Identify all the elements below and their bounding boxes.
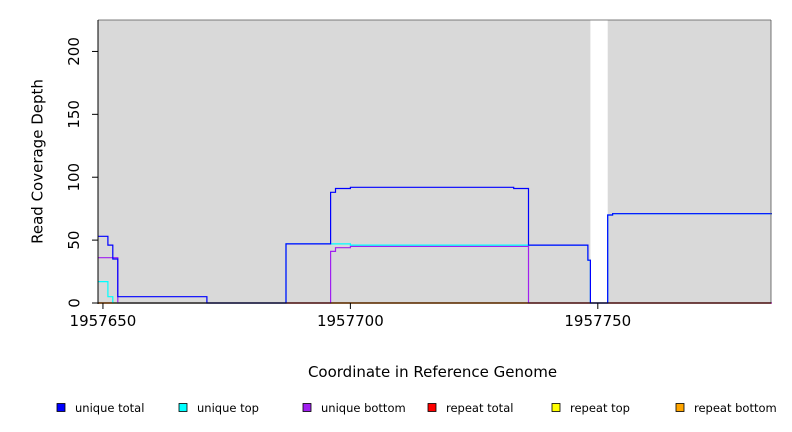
y-tick-label: 150 xyxy=(65,100,83,129)
coverage-gap xyxy=(590,20,608,303)
legend-swatch-unique-bottom xyxy=(302,403,312,412)
legend-label-unique-top: unique top xyxy=(197,401,259,415)
legend-label-repeat-bottom: repeat bottom xyxy=(694,401,777,415)
legend-swatch-unique-total xyxy=(56,403,66,412)
legend-swatch-repeat-bottom xyxy=(675,403,685,412)
legend-label-repeat-top: repeat top xyxy=(570,401,630,415)
axis-layer: 1957650195770019577501957800195785005010… xyxy=(65,19,772,330)
y-tick-label: 100 xyxy=(65,163,83,192)
legend-swatch-repeat-top xyxy=(551,403,561,412)
gap-layer xyxy=(590,20,608,303)
series-line-unique-total xyxy=(98,186,772,304)
legend-label-unique-bottom: unique bottom xyxy=(321,401,406,415)
plot-background xyxy=(98,20,771,303)
x-tick-label: 1957700 xyxy=(317,312,384,330)
x-tick-label: 1957650 xyxy=(70,312,137,330)
y-axis-label: Read Coverage Depth xyxy=(28,79,46,244)
x-axis-label: Coordinate in Reference Genome xyxy=(308,363,557,381)
x-tick-label: 1957750 xyxy=(564,312,631,330)
legend-swatch-unique-top xyxy=(178,403,188,412)
y-tick-label: 50 xyxy=(65,231,83,250)
legend-label-unique-total: unique total xyxy=(75,401,144,415)
legend: unique total unique top unique bottom repea… xyxy=(56,401,777,415)
y-tick-label: 0 xyxy=(65,298,83,308)
legend-swatch-repeat-total xyxy=(427,403,437,412)
y-tick-label: 200 xyxy=(65,37,83,66)
legend-label-repeat-total: repeat total xyxy=(446,401,513,415)
